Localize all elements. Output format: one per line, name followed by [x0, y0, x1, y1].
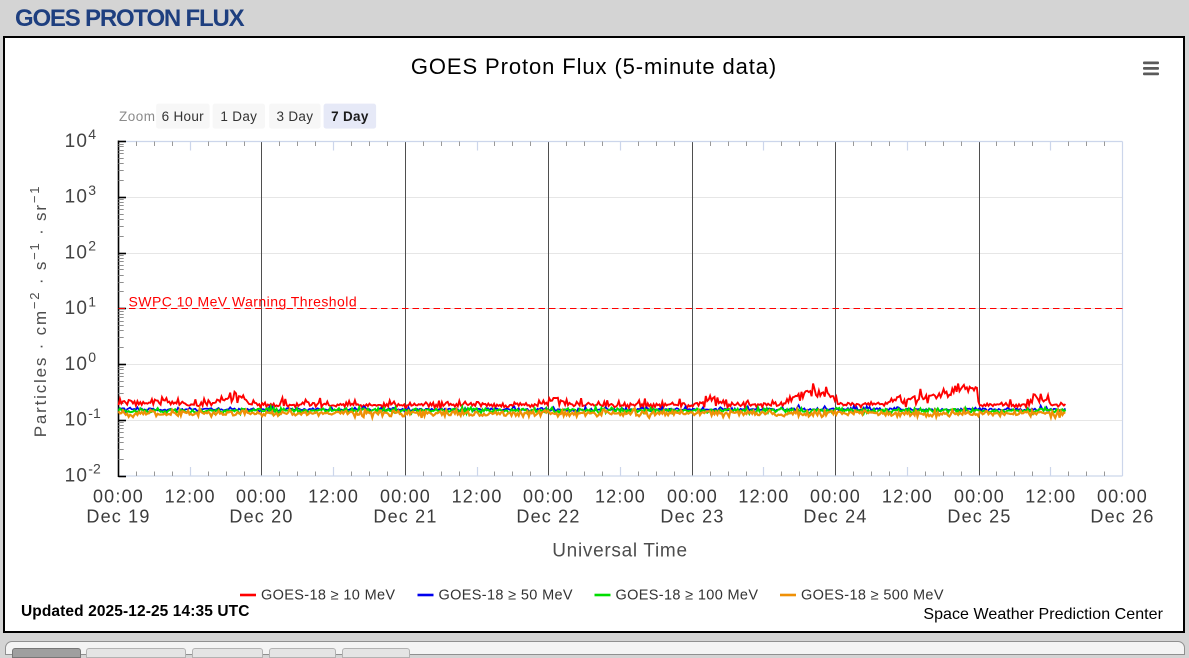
svg-text:Dec 25: Dec 25 — [947, 507, 1011, 527]
svg-text:1 Day: 1 Day — [220, 109, 257, 124]
svg-text:10: 10 — [65, 131, 88, 152]
svg-text:-2: -2 — [88, 461, 101, 477]
svg-text:00:00: 00:00 — [667, 487, 718, 507]
svg-text:0: 0 — [88, 349, 96, 365]
svg-text:12:00: 12:00 — [308, 487, 359, 507]
svg-text:2: 2 — [88, 238, 96, 254]
svg-text:Dec 22: Dec 22 — [516, 507, 580, 527]
svg-text:00:00: 00:00 — [810, 487, 861, 507]
svg-text:GOES Proton Flux (5-minute dat: GOES Proton Flux (5-minute data) — [411, 54, 777, 79]
svg-text:-1: -1 — [88, 405, 101, 421]
svg-text:10: 10 — [65, 354, 88, 375]
svg-text:10: 10 — [65, 465, 88, 486]
svg-text:10: 10 — [65, 242, 88, 263]
svg-text:00:00: 00:00 — [523, 487, 574, 507]
svg-text:12:00: 12:00 — [882, 487, 933, 507]
svg-text:6 Hour: 6 Hour — [162, 109, 205, 124]
svg-text:Dec 19: Dec 19 — [86, 507, 150, 527]
svg-text:00:00: 00:00 — [1097, 487, 1148, 507]
svg-text:10: 10 — [65, 410, 88, 431]
svg-text:10: 10 — [65, 298, 88, 319]
svg-text:Universal Time: Universal Time — [552, 541, 687, 562]
svg-text:Zoom: Zoom — [119, 109, 156, 124]
svg-text:12:00: 12:00 — [1025, 487, 1076, 507]
svg-text:12:00: 12:00 — [595, 487, 646, 507]
svg-text:Dec 21: Dec 21 — [373, 507, 437, 527]
svg-text:GOES-18 ≥ 100 MeV: GOES-18 ≥ 100 MeV — [616, 588, 759, 604]
svg-text:1: 1 — [88, 293, 96, 309]
svg-text:00:00: 00:00 — [236, 487, 287, 507]
svg-text:12:00: 12:00 — [452, 487, 503, 507]
svg-text:7 Day: 7 Day — [331, 109, 369, 124]
svg-text:GOES-18 ≥ 10 MeV: GOES-18 ≥ 10 MeV — [261, 588, 395, 604]
svg-text:3 Day: 3 Day — [277, 109, 314, 124]
svg-text:SWPC 10 MeV Warning Threshold: SWPC 10 MeV Warning Threshold — [129, 294, 358, 310]
svg-text:10: 10 — [65, 187, 88, 208]
svg-text:GOES-18 ≥ 500 MeV: GOES-18 ≥ 500 MeV — [801, 588, 944, 604]
svg-text:Dec 26: Dec 26 — [1090, 507, 1154, 527]
svg-text:00:00: 00:00 — [380, 487, 431, 507]
svg-text:00:00: 00:00 — [93, 487, 144, 507]
svg-text:Particles · cm−2 · s−1 · sr−1: Particles · cm−2 · s−1 · sr−1 — [27, 185, 50, 438]
svg-text:Dec 20: Dec 20 — [229, 507, 293, 527]
svg-text:Dec 24: Dec 24 — [803, 507, 867, 527]
svg-text:12:00: 12:00 — [738, 487, 789, 507]
svg-text:00:00: 00:00 — [954, 487, 1005, 507]
svg-text:GOES-18 ≥ 50 MeV: GOES-18 ≥ 50 MeV — [439, 588, 573, 604]
svg-text:4: 4 — [88, 126, 96, 142]
svg-text:3: 3 — [88, 182, 96, 198]
svg-text:Dec 23: Dec 23 — [660, 507, 724, 527]
svg-text:12:00: 12:00 — [165, 487, 216, 507]
